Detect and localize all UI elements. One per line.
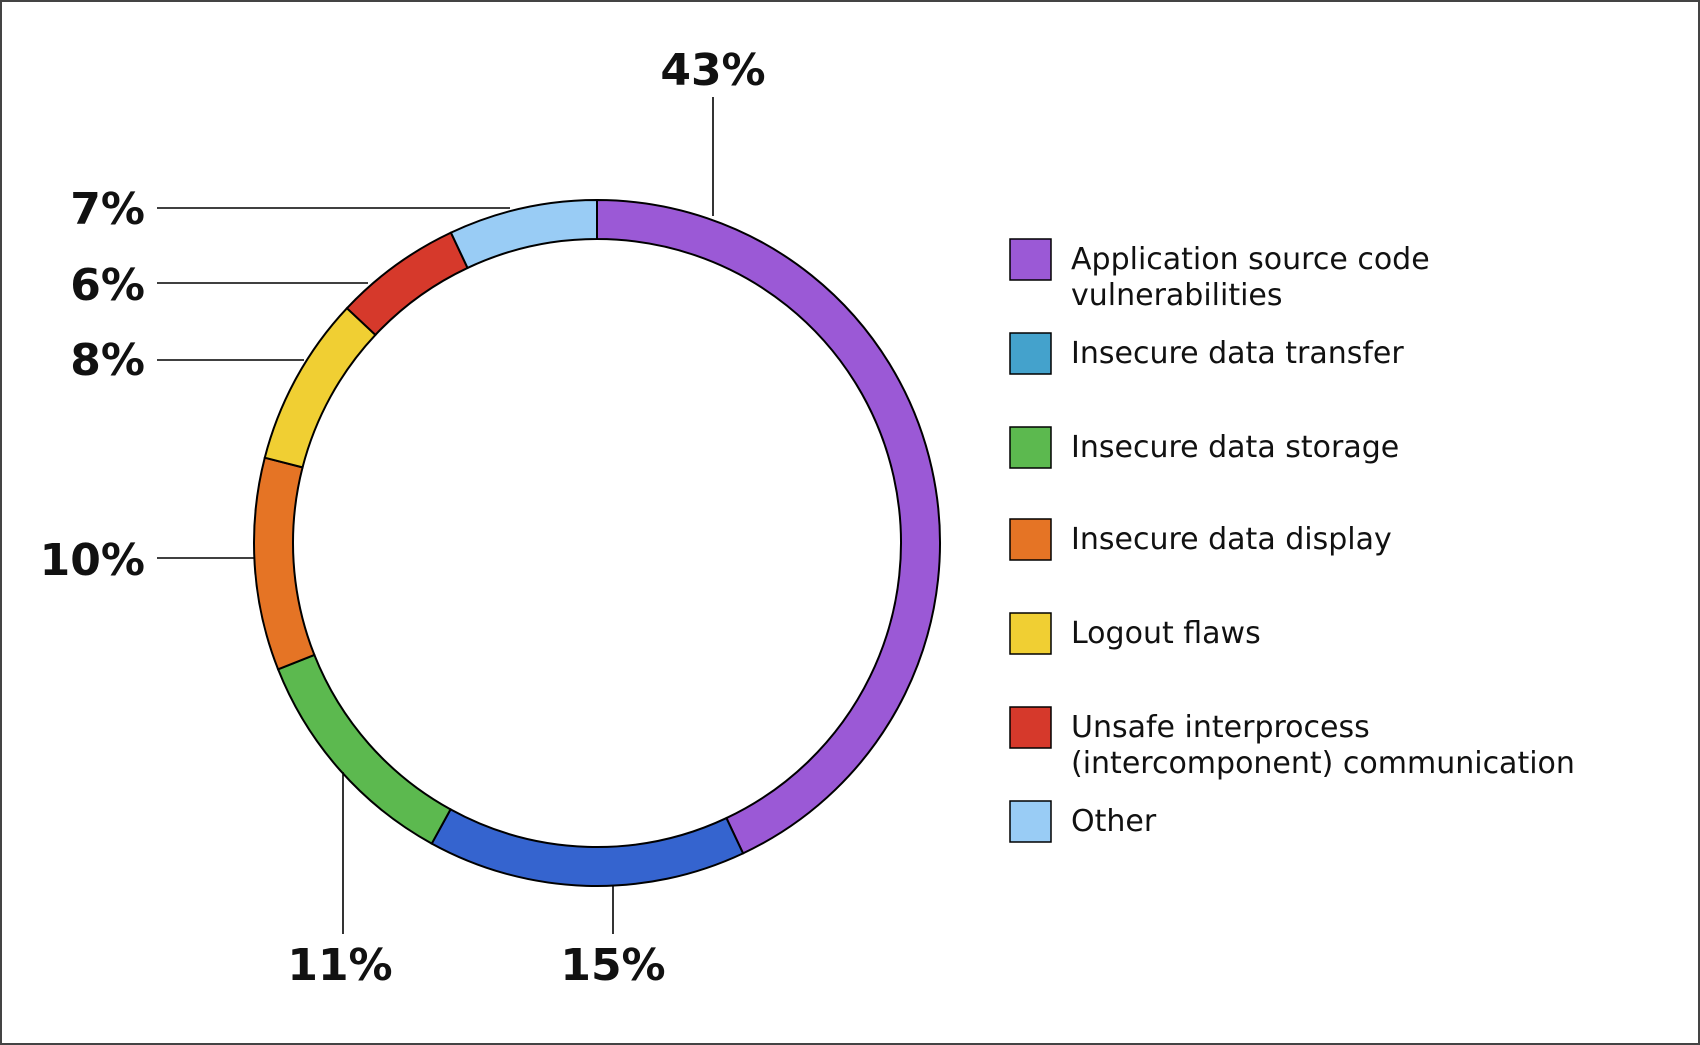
value-label-unsafe-interprocess-intercomponent-communication: 6% [70, 260, 145, 311]
percentage-labels: 43% 15% 11% 10% 8% 6% 7% [40, 45, 766, 991]
legend-swatch [1009, 800, 1052, 843]
legend-label: Insecure data storage [1071, 430, 1399, 465]
legend-item-insecure-data-storage: Insecure data storage [1009, 426, 1399, 469]
legend-swatch [1009, 238, 1052, 281]
legend-item-logout-flaws: Logout flaws [1009, 612, 1261, 655]
legend-label: Unsafe interprocess [1071, 710, 1370, 745]
legend-swatch [1009, 426, 1052, 469]
value-label-other: 7% [70, 184, 145, 235]
value-label-logout-flaws: 8% [70, 335, 145, 386]
donut-slice-other [449, 198, 598, 270]
legend-item-insecure-data-transfer: Insecure data transfer [1009, 332, 1404, 375]
legend-swatch [1009, 612, 1052, 655]
value-label-application-source-code-vulnerabilities: 43% [660, 45, 765, 96]
donut-segments [253, 198, 941, 887]
legend-label: Application source code [1071, 242, 1430, 277]
legend-label: Other [1071, 804, 1157, 839]
legend-label: Insecure data transfer [1071, 336, 1404, 371]
legend-swatch [1009, 332, 1052, 375]
value-label-insecure-data-transfer: 15% [560, 940, 665, 991]
value-label-insecure-data-storage: 11% [287, 940, 392, 991]
legend-label: Insecure data display [1071, 522, 1392, 557]
legend-label: vulnerabilities [1071, 278, 1283, 313]
legend-item-other: Other [1009, 800, 1157, 843]
legend-swatch [1009, 706, 1052, 749]
legend-label: Logout flaws [1071, 616, 1261, 651]
legend-swatch [1009, 518, 1052, 561]
value-label-insecure-data-display: 10% [40, 535, 145, 586]
legend-item-unsafe-interprocess-intercomponent-communication: Unsafe interprocess(intercomponent) comm… [1009, 706, 1575, 781]
legend-label: (intercomponent) communication [1071, 746, 1575, 781]
legend-item-insecure-data-display: Insecure data display [1009, 518, 1392, 561]
label-leader-lines [157, 97, 714, 934]
